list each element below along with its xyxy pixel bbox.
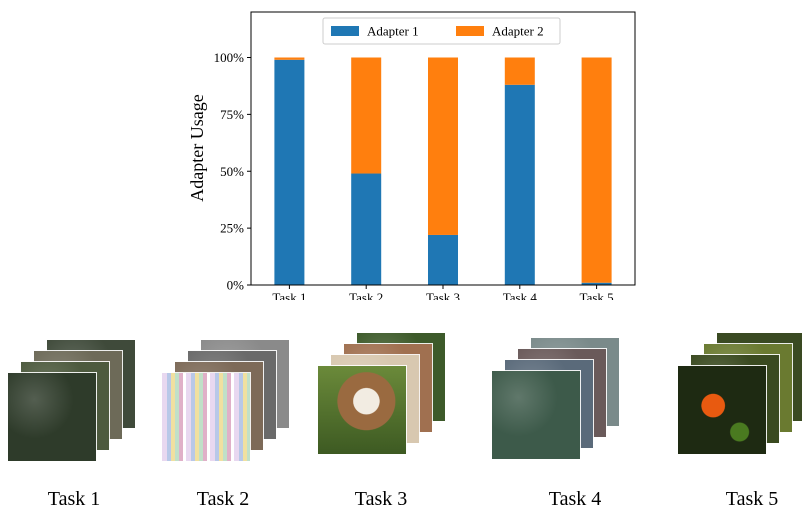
x-tick-label: Task 5 <box>580 290 614 300</box>
x-tick-label: Task 3 <box>426 290 460 300</box>
task-caption: Task 3 <box>354 488 408 510</box>
task-caption: Task 1 <box>47 488 101 510</box>
legend-swatch <box>331 26 359 36</box>
y-tick-label: 100% <box>214 50 245 65</box>
bar-task-1-series-2 <box>274 57 305 60</box>
legend-label: Adapter 1 <box>367 24 419 39</box>
x-tick-label: Task 1 <box>272 290 306 300</box>
legend-swatch <box>456 26 484 36</box>
pet-photo <box>318 366 406 454</box>
bar-task-5-series-1 <box>581 282 612 285</box>
bar-task-5-series-2 <box>581 57 612 283</box>
bar-task-3-series-2 <box>428 57 458 235</box>
stacked-bar-chart: Task 1 Task 2 Task 3 Task 4 Task 5 0% 25% 50% 75… <box>187 11 636 300</box>
y-tick-label: 50% <box>220 164 244 179</box>
y-tick-label: 75% <box>220 107 244 122</box>
satellite-image <box>492 371 580 459</box>
x-tick-label: Task 4 <box>503 290 538 300</box>
bar-task-2-series-1 <box>351 173 382 285</box>
task-caption: Task 4 <box>548 488 602 510</box>
legend-box <box>322 17 561 45</box>
bar-task-2-series-2 <box>351 57 382 174</box>
task-caption: Task 2 <box>196 488 250 510</box>
bar-task-4-series-1 <box>504 84 535 285</box>
satellite-image <box>8 373 96 461</box>
y-tick-label: 0% <box>227 278 245 293</box>
plot-frame <box>250 11 636 286</box>
y-axis-label: Adapter Usage <box>187 94 207 201</box>
task-caption: Task 5 <box>725 488 779 510</box>
y-tick-label: 25% <box>220 221 244 236</box>
bar-task-1-series-1 <box>274 59 305 286</box>
x-tick-label: Task 2 <box>349 290 383 300</box>
bar-task-3-series-1 <box>428 234 458 285</box>
legend-label: Adapter 2 <box>492 24 544 39</box>
flower-photo <box>678 366 766 454</box>
bar-task-4-series-2 <box>504 57 535 85</box>
texture-image <box>162 373 250 461</box>
